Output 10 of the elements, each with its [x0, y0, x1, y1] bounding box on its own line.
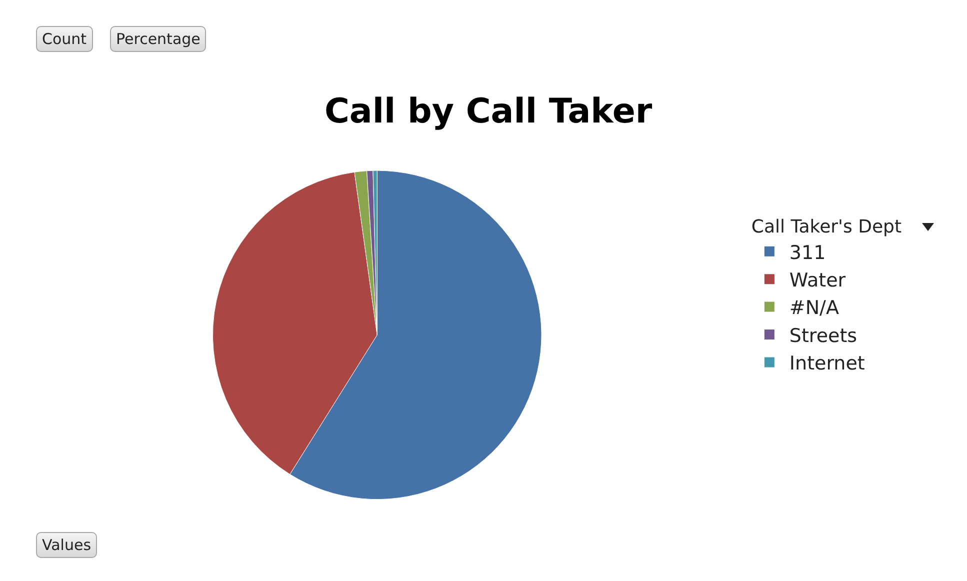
legend-label: Internet [789, 352, 865, 375]
legend-label: #N/A [789, 297, 839, 320]
text: Percentage [110, 26, 206, 52]
text: Values [36, 532, 98, 558]
legend-label: Streets [789, 324, 858, 347]
legend-label: Water [789, 270, 846, 292]
text: Count [36, 26, 93, 52]
legend-label: 311 [789, 242, 826, 264]
legend-title: Call Taker's Dept [751, 216, 936, 238]
chart-title: Call by Call Taker [324, 91, 652, 132]
